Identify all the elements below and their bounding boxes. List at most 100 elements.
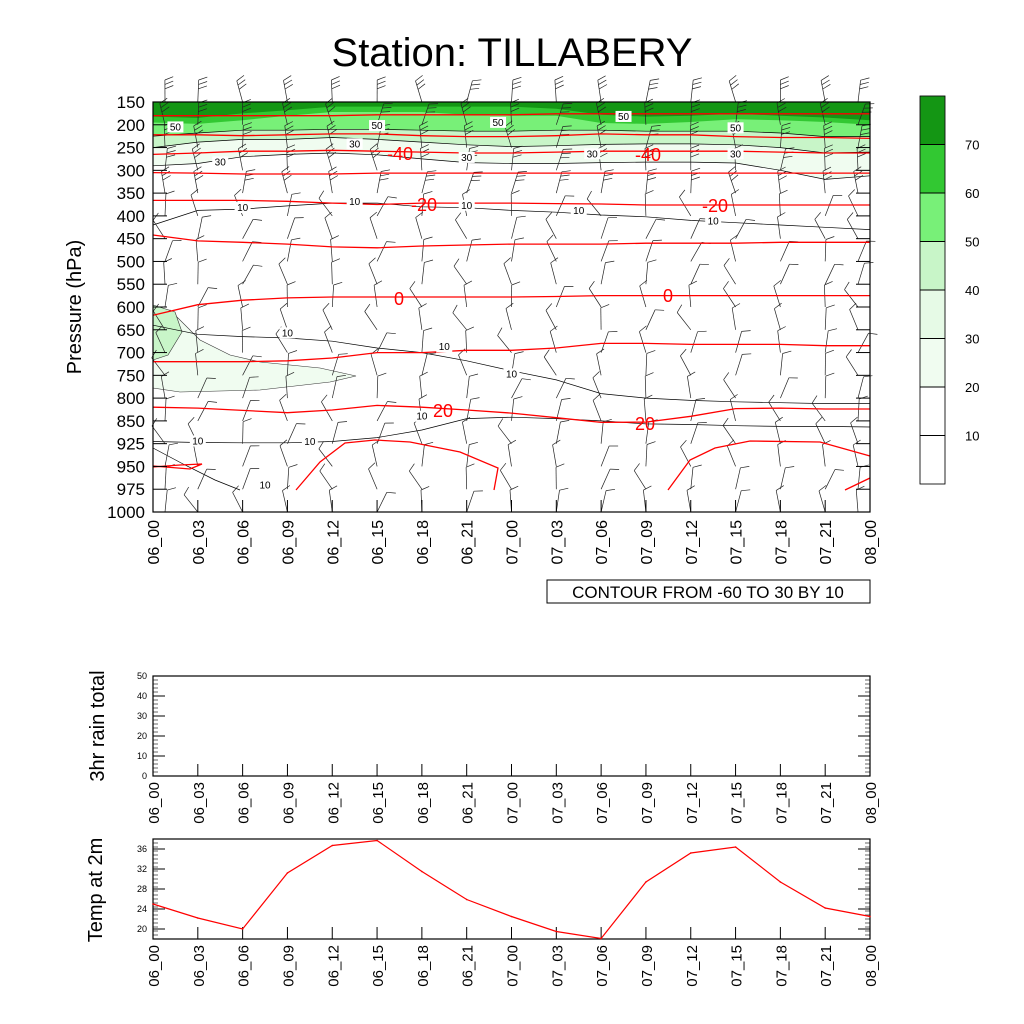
wind-barb-feather	[597, 102, 605, 108]
wind-barb	[600, 490, 607, 513]
time-tick-label: 06_18	[415, 520, 432, 565]
wind-barb	[279, 445, 288, 467]
wind-barb	[848, 195, 859, 217]
wind-barb-feather	[559, 178, 569, 181]
wind-barb	[856, 148, 859, 171]
wind-barb	[857, 333, 869, 353]
wind-barb-feather	[555, 84, 564, 90]
wind-barb-feather	[383, 102, 393, 105]
pressure-tick-label: 500	[117, 252, 145, 271]
wind-barb	[419, 376, 423, 399]
wind-barb-feather	[161, 106, 170, 113]
wind-barb-feather	[823, 175, 833, 181]
wind-barb-feather	[604, 169, 614, 172]
wind-barb-feather	[596, 120, 605, 127]
wind-barb	[731, 307, 736, 330]
wind-barb-feather	[644, 394, 653, 400]
temp-point	[645, 881, 647, 883]
wind-barb-feather	[333, 281, 343, 286]
wind-barb	[376, 376, 379, 399]
wind-barb	[823, 125, 826, 148]
isotherm-line	[152, 404, 870, 424]
wind-barb-feather	[465, 463, 475, 468]
temp-axes: 20 24 28 32 36 06_00 06_03 06_06 06_09 06_12 06_15…	[137, 838, 880, 987]
wind-barb	[242, 377, 250, 399]
wind-barb	[824, 469, 836, 490]
wind-barb	[857, 376, 864, 399]
wind-barb-feather	[691, 103, 701, 108]
isotach-label-bg	[167, 121, 184, 133]
wind-barb-feather	[253, 264, 263, 267]
wind-barb	[852, 444, 859, 467]
wind-barb-feather	[167, 487, 176, 491]
isotach-label-bg	[503, 368, 520, 380]
time-tick-label: 08_00	[863, 945, 880, 987]
wind-barb-feather	[731, 189, 740, 195]
pressure-axis: 1502002503003504004505005506006507007508…	[107, 93, 870, 522]
isotach-label: 10	[304, 437, 316, 448]
wind-barb-feather	[242, 131, 252, 135]
isotherm-mid	[152, 171, 870, 175]
wind-barb-feather	[424, 441, 434, 445]
pressure-tick-label: 650	[117, 321, 145, 340]
temp-line	[152, 839, 871, 940]
wind-barb-feather	[427, 170, 437, 173]
wind-barb	[774, 308, 781, 330]
wind-barb-feather	[368, 257, 376, 265]
pressure-tick-label: 750	[117, 366, 145, 385]
wind-barb	[455, 219, 468, 239]
wind-barb-feather	[195, 235, 205, 240]
wind-barb-feather	[192, 143, 200, 150]
wind-barb	[600, 468, 611, 490]
wind-barb	[777, 444, 781, 467]
wind-barb-feather	[364, 303, 371, 312]
wind-barb-feather	[513, 396, 523, 400]
wind-barb-feather	[420, 486, 430, 491]
wind-barb-feather	[415, 211, 424, 218]
wind-barb-feather	[325, 97, 333, 105]
wind-barb-feather	[598, 79, 607, 85]
wind-barb-feather	[420, 144, 429, 149]
wind-barb-feather	[193, 166, 202, 172]
rain-frame	[152, 675, 871, 777]
isotherm-upper-2	[153, 133, 871, 140]
time-tick-label: 06_15	[370, 520, 387, 565]
wind-barb	[190, 194, 199, 217]
rain-panel: 0 10 20 30 40 50 06_00 06_03 06_06 06_09 06_12 06_1…	[87, 670, 880, 823]
wind-barb	[193, 171, 199, 194]
wind-barb	[287, 217, 296, 239]
wind-barb-feather	[507, 129, 516, 136]
wind-barb	[543, 356, 557, 376]
time-tick-label: 07_21	[818, 945, 835, 987]
isotherm-line	[152, 294, 870, 316]
time-tick-label: 07_03	[549, 945, 566, 987]
wind-barb-feather	[330, 235, 339, 240]
time-tick-label: 07_21	[818, 520, 835, 565]
wind-barb-feather	[161, 170, 171, 177]
wind-barb-feather	[510, 107, 520, 112]
wind-barb-feather	[237, 280, 246, 286]
wind-barb	[723, 288, 736, 308]
wind-barb-feather	[166, 150, 176, 154]
wind-barb-feather	[242, 103, 251, 108]
wind-barb-feather	[821, 79, 830, 85]
wind-barb	[325, 103, 333, 125]
wind-barb	[726, 445, 736, 467]
wind-barb	[857, 263, 865, 285]
wind-barb	[287, 194, 293, 216]
wind-barb-feather	[697, 330, 707, 333]
wind-barb-feather	[423, 191, 433, 195]
wind-barb	[645, 240, 654, 262]
wind-barb-feather	[326, 120, 335, 127]
wind-barb-feather	[607, 216, 618, 219]
isotach-label: 50	[618, 112, 630, 123]
wind-barb-feather	[512, 81, 522, 85]
wind-barb	[164, 240, 173, 262]
wind-barb	[511, 148, 515, 171]
y-tick-label: 24	[137, 904, 147, 914]
wind-barb-feather	[644, 103, 654, 108]
y-tick-label: 30	[137, 711, 147, 721]
wind-barb-feather	[513, 145, 523, 149]
wind-barb-feather	[555, 80, 564, 85]
wind-barb-feather	[288, 350, 298, 354]
